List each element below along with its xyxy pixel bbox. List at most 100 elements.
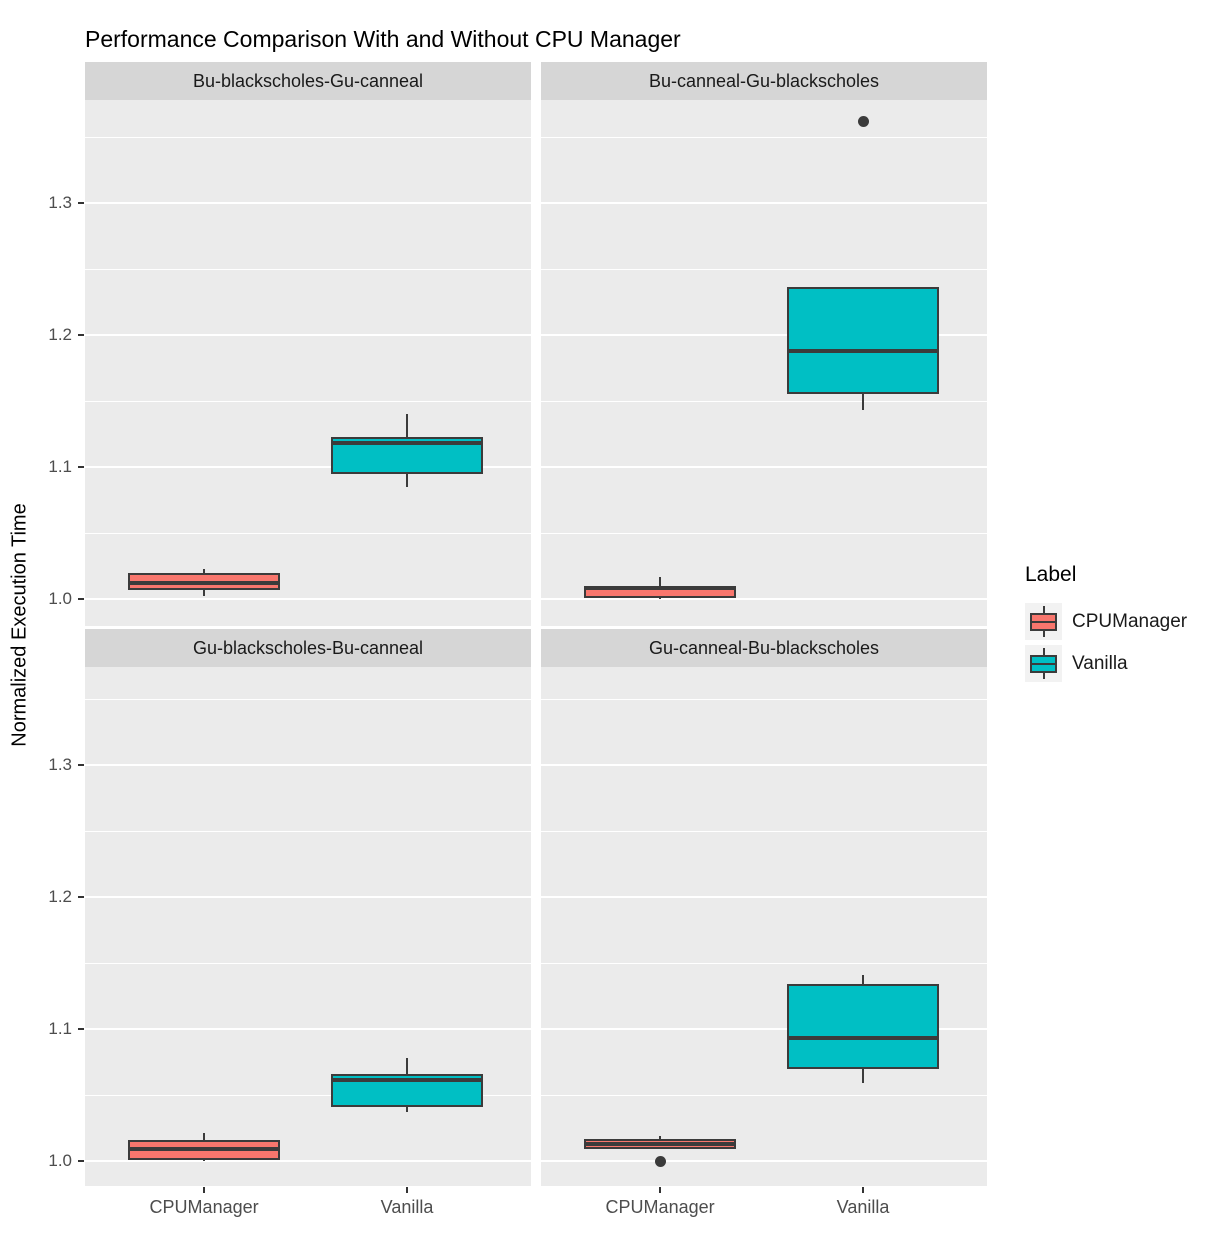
major-gridline [85,1028,531,1030]
legend-key-box [1030,612,1057,631]
major-gridline [541,896,987,898]
facet-panel [85,100,531,626]
y-tick-label: 1.2 [48,887,72,906]
upper-whisker [658,1135,662,1139]
y-tick-mark [78,1028,84,1030]
x-tick-mark [203,1187,206,1193]
y-tick-label: 1.3 [48,755,72,774]
lower-whisker [658,597,662,599]
y-tick-mark [78,598,84,600]
major-gridline [541,1160,987,1162]
facet-strip-label: Gu-canneal-Bu-blackscholes [648,637,880,658]
minor-gridline [541,268,987,270]
outlier-point [654,1155,666,1167]
boxplot-box [786,287,940,395]
lower-whisker [202,1159,206,1161]
legend-entry: Vanilla [1025,645,1187,682]
major-gridline [541,466,987,468]
facet-strip: Bu-blackscholes-Gu-canneal [85,62,531,100]
legend-key-median [1032,620,1055,623]
minor-gridline [541,532,987,534]
legend-title: Label [1025,563,1077,586]
minor-gridline [85,962,531,964]
median-line [128,1147,281,1152]
minor-gridline [85,400,531,402]
y-tick-label: 1.0 [48,589,72,608]
minor-gridline [85,268,531,270]
minor-gridline [541,136,987,138]
x-tick-label: Vanilla [380,1197,434,1217]
facet-panel [85,667,531,1186]
y-tick-label: 1.3 [48,193,72,212]
median-line [584,586,737,591]
y-tick-mark [78,334,84,336]
upper-whisker [658,576,662,586]
legend: Label CPUManager Vanilla [1025,563,1187,687]
minor-gridline [541,400,987,402]
upper-whisker [202,1133,206,1140]
facet-strip-label: Bu-canneal-Gu-blackscholes [648,70,880,91]
outlier-point [857,115,869,127]
major-gridline [85,1160,531,1162]
major-gridline [85,202,531,204]
y-tick-mark [78,896,84,898]
y-tick-mark [78,202,84,204]
lower-whisker [202,589,206,597]
upper-whisker [405,414,409,437]
lower-whisker [405,473,409,487]
y-tick-label: 1.1 [48,457,72,476]
x-tick-mark [862,1187,864,1193]
minor-gridline [85,1094,531,1096]
legend-entry-label: CPUManager [1072,610,1188,632]
facet-strip-label: Gu-blackscholes-Bu-canneal [192,637,424,658]
median-line [330,1078,484,1083]
major-gridline [541,334,987,336]
x-tick-mark [406,1187,408,1193]
legend-entry-label: Vanilla [1072,652,1128,674]
y-tick-mark [78,764,84,766]
minor-gridline [541,962,987,964]
median-line [330,441,484,446]
y-tick-label: 1.2 [48,325,72,344]
major-gridline [85,764,531,766]
minor-gridline [85,532,531,534]
major-gridline [85,466,531,468]
facet-panel [541,667,987,1186]
x-tick-label: CPUManager [605,1197,715,1217]
minor-gridline [85,698,531,700]
minor-gridline [85,830,531,832]
upper-whisker [861,974,865,985]
minor-gridline [541,830,987,832]
facet-strip: Gu-canneal-Bu-blackscholes [541,629,987,667]
major-gridline [541,202,987,204]
major-gridline [85,598,531,600]
upper-whisker [405,1058,409,1074]
median-line [584,1141,737,1146]
legend-key-boxplot-icon [1025,645,1062,682]
y-tick-mark [78,1160,84,1162]
legend-entry: CPUManager [1025,603,1187,640]
legend-key-box [1030,654,1057,673]
facet-strip: Gu-blackscholes-Bu-canneal [85,629,531,667]
facet-strip-label: Bu-blackscholes-Gu-canneal [192,70,424,91]
minor-gridline [541,1094,987,1096]
y-tick-mark [78,466,84,468]
lower-whisker [861,1068,865,1084]
y-tick-label: 1.1 [48,1019,72,1038]
major-gridline [85,334,531,336]
facet-panel [541,100,987,626]
minor-gridline [85,136,531,138]
lower-whisker [405,1106,409,1113]
upper-whisker [202,568,206,573]
legend-entries: CPUManager Vanilla [1025,603,1187,682]
facet-strip: Bu-canneal-Gu-blackscholes [541,62,987,100]
median-line [128,581,281,586]
x-tick-label: Vanilla [836,1197,890,1217]
y-tick-label: 1.0 [48,1151,72,1170]
major-gridline [541,1028,987,1030]
median-line [786,1036,940,1041]
major-gridline [85,896,531,898]
x-tick-mark [659,1187,662,1193]
median-line [786,348,940,353]
